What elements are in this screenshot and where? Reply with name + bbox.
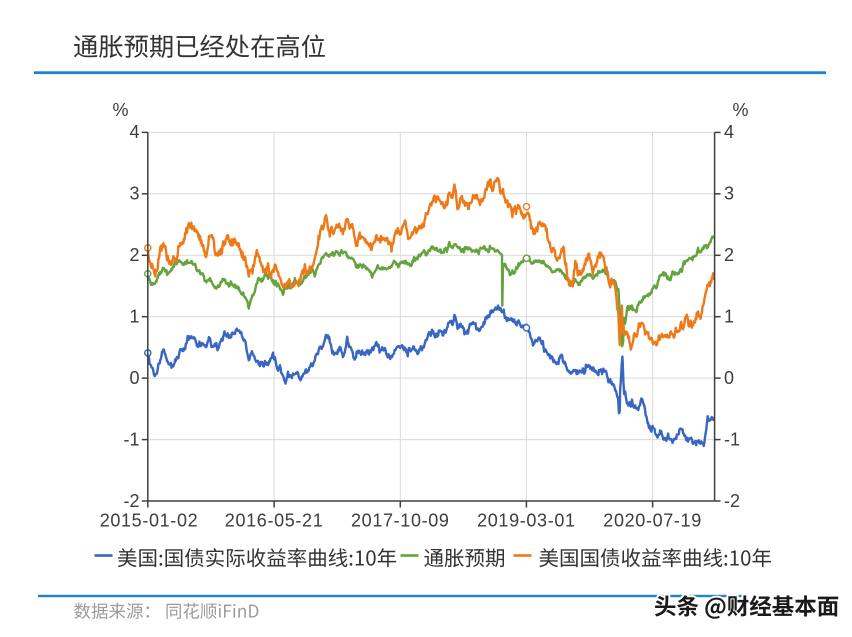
svg-text:2020-07-19: 2020-07-19 [603,511,702,531]
svg-text:2016-05-21: 2016-05-21 [225,511,324,531]
svg-text:1: 1 [129,307,139,327]
svg-text:3: 3 [724,184,734,204]
svg-text:-1: -1 [123,429,139,449]
svg-text:-2: -2 [123,491,139,511]
svg-text:%: % [113,100,129,120]
svg-text:-2: -2 [724,491,740,511]
svg-text:4: 4 [724,122,734,142]
svg-text:-1: -1 [724,429,740,449]
svg-text:4: 4 [129,122,139,142]
svg-text:1: 1 [724,307,734,327]
svg-text:2: 2 [129,245,139,265]
svg-text:%: % [733,100,749,120]
svg-text:2: 2 [724,245,734,265]
svg-text:2015-01-02: 2015-01-02 [100,511,199,531]
svg-text:0: 0 [724,368,734,388]
svg-text:0: 0 [129,368,139,388]
svg-text:2017-10-09: 2017-10-09 [351,511,450,531]
svg-text:2019-03-01: 2019-03-01 [477,511,576,531]
svg-text:3: 3 [129,184,139,204]
